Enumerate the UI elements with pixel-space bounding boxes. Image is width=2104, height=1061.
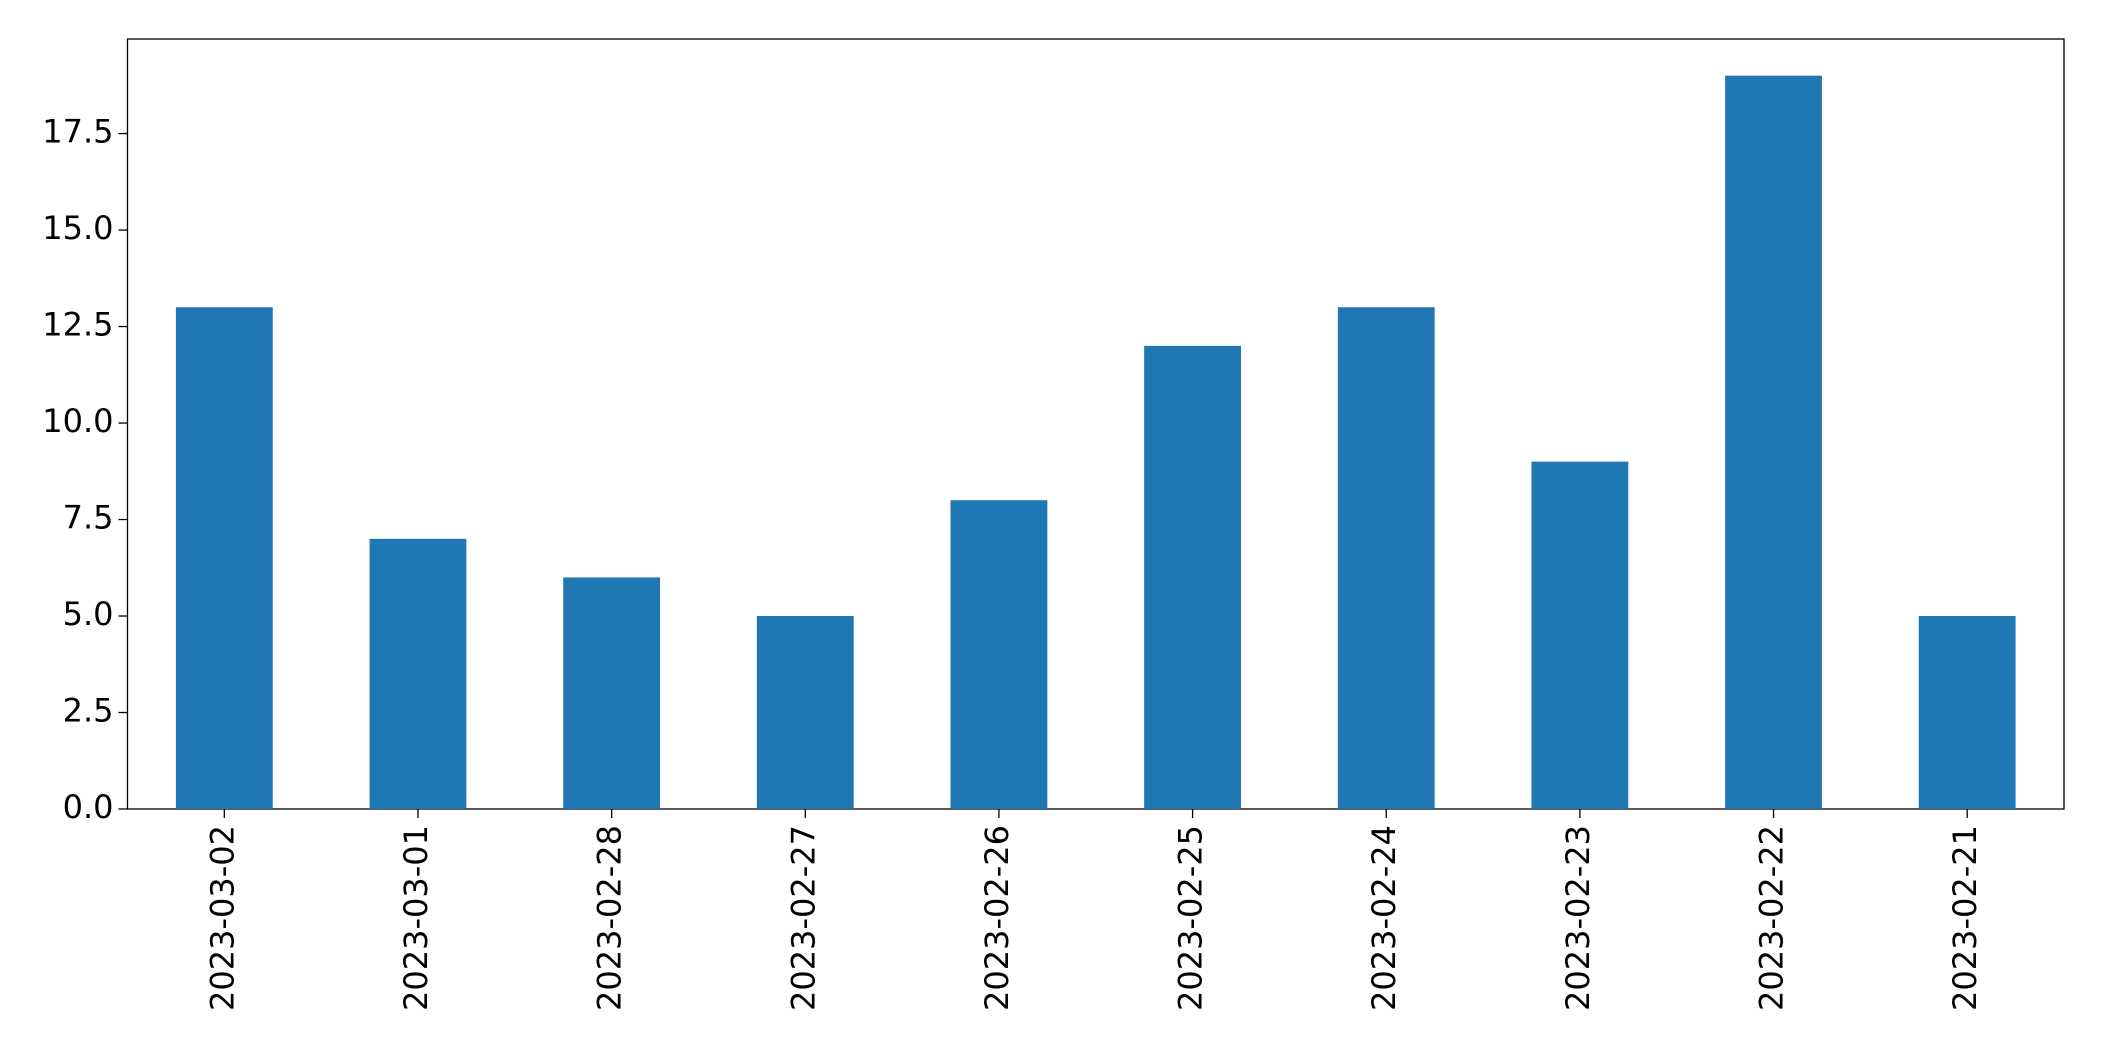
bar: [1725, 75, 1822, 809]
x-tick-label: 2023-02-21: [1946, 825, 1984, 1011]
y-tick-label: 2.5: [63, 692, 114, 730]
y-tick-label: 12.5: [42, 306, 113, 344]
bar: [563, 577, 661, 809]
bar: [369, 538, 467, 809]
y-tick-label: 17.5: [42, 113, 113, 151]
bar: [1337, 307, 1435, 809]
bar: [1918, 616, 2016, 809]
bar: [175, 307, 273, 809]
y-tick-label: 15.0: [42, 209, 113, 247]
x-tick-label: 2023-03-02: [203, 825, 241, 1011]
bar: [1531, 461, 1629, 809]
x-tick-label: 2023-02-27: [784, 825, 822, 1011]
x-tick-label: 2023-02-22: [1753, 825, 1791, 1011]
bar: [950, 500, 1048, 809]
bar: [756, 616, 854, 809]
y-tick-label: 5.0: [63, 595, 114, 633]
x-tick-label: 2023-02-23: [1559, 825, 1597, 1011]
x-tick-label: 2023-02-24: [1365, 825, 1403, 1011]
x-tick-label: 2023-03-01: [397, 825, 435, 1011]
y-tick-label: 7.5: [63, 499, 114, 537]
plot-frame: [126, 38, 2065, 810]
x-tick-label: 2023-02-26: [978, 825, 1016, 1011]
bar: [1144, 345, 1241, 809]
y-tick-label: 0.0: [63, 788, 114, 826]
y-tick-label: 10.0: [42, 402, 113, 440]
x-tick-label: 2023-02-25: [1172, 825, 1210, 1011]
x-tick-label: 2023-02-28: [591, 825, 629, 1011]
